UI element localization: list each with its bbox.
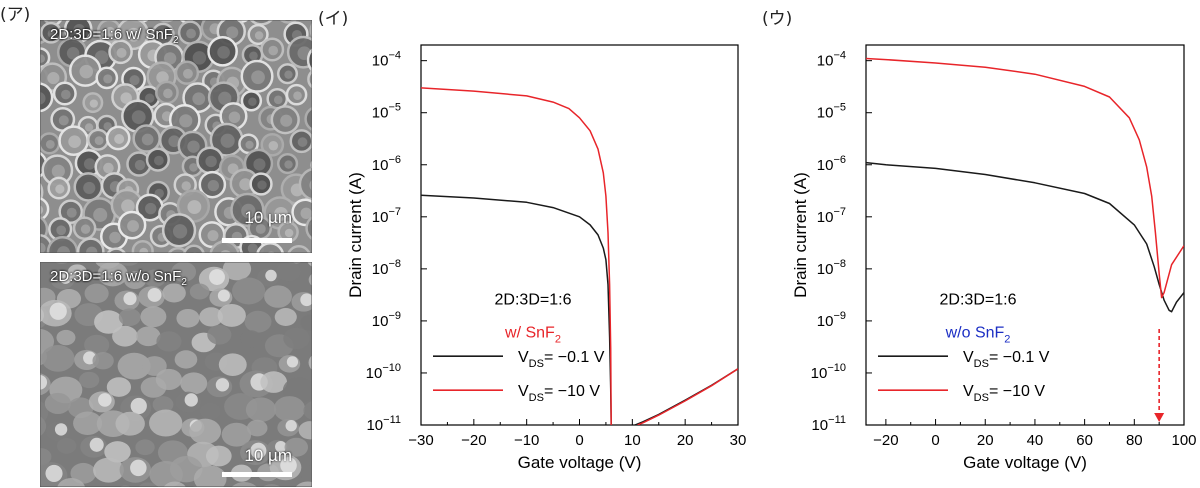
plot-frame xyxy=(420,44,739,426)
scale-bar xyxy=(222,472,292,477)
sem-image-without-snf2: 2D:3D=1:6 w/o SnF2 10 µm xyxy=(40,262,312,487)
y-tick-label: 10−8 xyxy=(817,258,846,278)
x-tick-label: 80 xyxy=(1126,432,1143,449)
panel-c-label: (ウ) xyxy=(762,9,793,29)
y-tick-label: 10−9 xyxy=(817,310,846,330)
y-tick-label: 10−4 xyxy=(817,50,846,70)
y-tick-label: 10−8 xyxy=(372,258,401,278)
series-line-vds-0-1 xyxy=(421,194,612,425)
legend-label: VDS= −0.1 V xyxy=(518,349,605,370)
x-tick-label: 30 xyxy=(730,432,747,449)
x-axis-label: Gate voltage (V) xyxy=(963,453,1087,472)
scale-bar xyxy=(222,238,292,243)
x-tick-label: 20 xyxy=(977,432,994,449)
y-tick-label: 10−9 xyxy=(372,310,401,330)
y-tick-label: 10−4 xyxy=(372,50,401,70)
sem-texture-with-snf2 xyxy=(40,20,312,253)
transfer-curve-chart-with-snf2: −30 −20 −10 0 10 20 30 10−11 10−10 10−9 10−8 10−7 10… xyxy=(346,44,747,472)
panel-a-label: (ア) xyxy=(0,5,31,25)
annotation-additive: w/o SnF2 xyxy=(945,324,1011,345)
legend-label: VDS= −10 V xyxy=(963,383,1045,404)
annotation-additive: w/ SnF2 xyxy=(504,324,561,345)
annotation-composition: 2D:3D=1:6 xyxy=(940,291,1017,308)
y-axis-label: Drain current (A) xyxy=(791,172,810,298)
y-tick-label: 10−6 xyxy=(817,154,846,174)
series-line-vds-10 xyxy=(637,368,738,425)
x-tick-label: −20 xyxy=(461,432,486,449)
plot-frame xyxy=(865,44,1185,426)
sem-caption: 2D:3D=1:6 w/o SnF2 xyxy=(50,268,187,288)
sem-texture-without-snf2 xyxy=(40,262,312,487)
threshold-arrow-head xyxy=(1154,413,1165,422)
sem-caption: 2D:3D=1:6 w/ SnF2 xyxy=(50,26,179,46)
series-line-vds-10 xyxy=(866,57,1184,299)
panel-b-label: (イ) xyxy=(318,9,349,29)
transfer-curve-chart-without-snf2: −20 0 20 40 60 80 100 10−11 10−10 10−9 10−8 10−7 10−… xyxy=(791,44,1197,472)
x-tick-label: 100 xyxy=(1171,432,1196,449)
x-axis-label: Gate voltage (V) xyxy=(518,453,642,472)
x-tick-label: 0 xyxy=(575,432,583,449)
series-line-vds-0-1 xyxy=(634,368,738,425)
y-tick-label: 10−10 xyxy=(366,362,401,382)
y-tick-label: 10−10 xyxy=(811,362,846,382)
y-tick-label: 10−7 xyxy=(372,206,401,226)
sem-image-with-snf2: 2D:3D=1:6 w/ SnF2 10 µm xyxy=(40,20,312,253)
x-tick-label: 0 xyxy=(931,432,939,449)
legend-label: VDS= −10 V xyxy=(518,383,600,404)
x-tick-label: 40 xyxy=(1027,432,1044,449)
x-tick-label: −20 xyxy=(873,432,898,449)
x-tick-label: 10 xyxy=(624,432,641,449)
y-tick-label: 10−5 xyxy=(372,102,401,122)
series-line-vds-10 xyxy=(421,87,612,425)
annotation-composition: 2D:3D=1:6 xyxy=(495,291,572,308)
y-tick-label: 10−11 xyxy=(366,414,401,434)
x-tick-label: 20 xyxy=(677,432,694,449)
y-tick-label: 10−6 xyxy=(372,154,401,174)
series-line-vds-0-1 xyxy=(866,161,1184,313)
y-tick-label: 10−5 xyxy=(817,102,846,122)
x-tick-label: −30 xyxy=(408,432,433,449)
x-tick-label: −10 xyxy=(514,432,539,449)
y-tick-label: 10−11 xyxy=(811,414,846,434)
y-tick-label: 10−7 xyxy=(817,206,846,226)
y-axis-label: Drain current (A) xyxy=(346,172,365,298)
legend-label: VDS= −0.1 V xyxy=(963,349,1050,370)
scale-bar-label: 10 µm xyxy=(244,208,292,227)
scale-bar-label: 10 µm xyxy=(244,446,292,465)
x-tick-label: 60 xyxy=(1076,432,1093,449)
